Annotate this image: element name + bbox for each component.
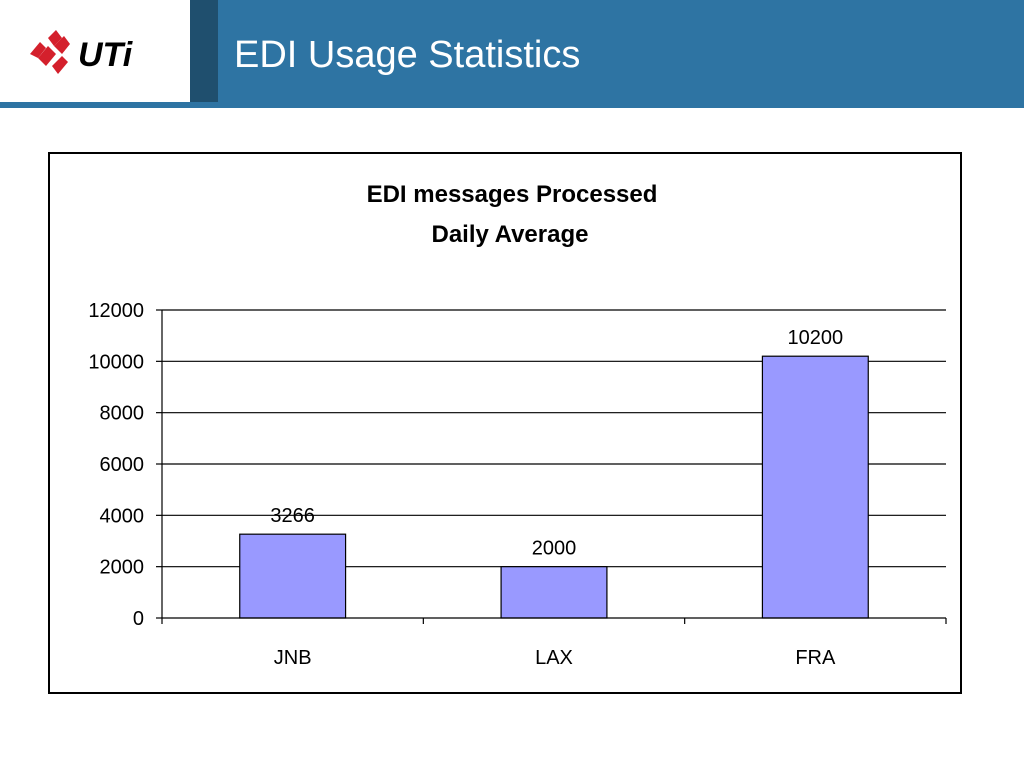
data-label: 10200 xyxy=(788,327,844,349)
y-tick-label: 0 xyxy=(133,608,144,630)
uti-logo: UTi xyxy=(30,30,134,74)
slide-header: UTi EDI Usage Statistics xyxy=(0,0,1024,108)
y-tick-label: 8000 xyxy=(100,403,145,425)
bar-jnb xyxy=(239,533,347,619)
data-label: 3266 xyxy=(270,505,315,527)
logo-wordmark: UTi xyxy=(78,36,134,74)
y-tick-label: 6000 xyxy=(100,454,145,476)
chart-subtitle: Daily Average xyxy=(432,221,589,248)
x-category-label: FRA xyxy=(795,647,836,669)
y-tick-label: 4000 xyxy=(100,505,145,527)
title-bar: EDI Usage Statistics xyxy=(218,0,1024,102)
chart-frame: EDI messages Processed Daily Average 0 20… xyxy=(48,152,962,694)
logo-area: UTi xyxy=(0,0,190,102)
page-title: EDI Usage Statistics xyxy=(234,34,581,76)
header-accent-strip xyxy=(190,0,218,102)
bar-fra xyxy=(761,355,869,619)
header-divider xyxy=(0,102,1024,108)
y-tick-label: 10000 xyxy=(88,351,144,373)
x-category-label: LAX xyxy=(535,647,573,669)
bar-lax xyxy=(500,566,608,619)
data-label: 2000 xyxy=(532,538,577,560)
x-category-label: JNB xyxy=(274,647,312,669)
y-tick-label: 12000 xyxy=(88,300,144,322)
bar-chart: EDI messages Processed Daily Average 0 20… xyxy=(88,181,947,669)
y-tick-label: 2000 xyxy=(100,557,145,579)
chart-title: EDI messages Processed xyxy=(367,181,658,208)
